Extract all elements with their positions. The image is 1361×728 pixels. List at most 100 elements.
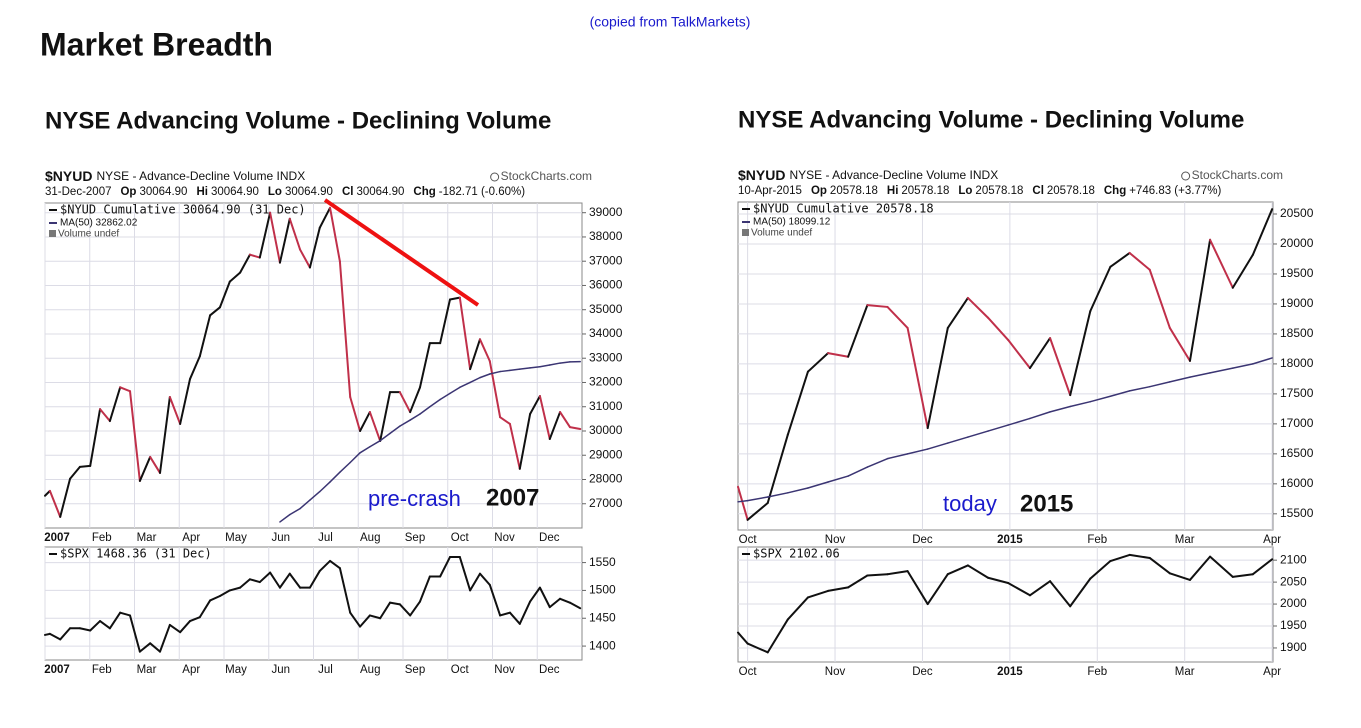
line-segment [89,620,102,632]
x-tick-label: Sep [405,664,425,676]
line-segment [248,578,261,584]
line-segment [359,411,371,432]
line-segment [827,586,850,592]
line-segment [159,623,171,653]
line-segment [269,571,281,589]
line-segment [419,405,431,415]
legend-label: $NYUD Cumulative 20578.18 [753,202,934,216]
line-segment [439,298,451,345]
y-tick-label: 1550 [589,555,616,569]
x-tick-label: Mar [137,532,157,544]
legend-label: Volume undef [751,228,812,239]
line-segment [248,253,261,259]
line-segment [1189,372,1211,378]
x-tick-label: Jun [271,532,290,544]
line-segment [1251,558,1274,576]
line-segment [299,248,311,269]
line-segment [766,618,789,654]
quote-label: Cl [1032,185,1044,197]
line-segment [1231,253,1254,289]
quote-value: 20578.18 [975,185,1023,197]
line-segment [48,489,62,518]
line-segment [209,306,221,317]
line-segment [539,364,551,368]
x-tick-label: Feb [92,532,112,544]
line-segment [1109,553,1131,563]
y-tick-label: 1500 [589,583,616,597]
line-segment [329,559,341,570]
x-tick-label: Oct [739,534,758,546]
line-segment [188,616,201,623]
y-tick-label: 19000 [1280,296,1314,310]
y-tick-label: 16000 [1280,476,1314,490]
line-segment [129,614,141,653]
line-segment [827,352,850,358]
x-tick-label: 2007 [44,664,70,676]
quote-value: 30064.90 [211,186,259,198]
line-segment [138,642,152,653]
x-tick-label: Dec [912,534,933,546]
line-segment [308,226,321,269]
line-segment [1007,581,1031,597]
line-segment [329,206,341,263]
quote-value: 30064.90 [285,186,333,198]
chart-title: NYSE Advancing Volume - Declining Volume [738,106,1244,133]
line-segment [906,570,929,606]
line-segment [368,614,382,620]
line-segment [168,623,182,634]
line-segment [1209,367,1234,374]
line-segment [299,499,311,510]
quote-label: Chg [413,186,435,198]
credit-icon [490,172,500,182]
line-segment [489,370,501,375]
line-segment [258,211,272,259]
x-tick-label: Nov [825,534,846,546]
line-segment [359,614,371,628]
line-segment [469,572,481,592]
page-title: Market Breadth [40,26,273,62]
line-segment [469,376,481,384]
y-tick-label: 39000 [589,205,623,219]
source-note: (copied from TalkMarkets) [590,14,751,30]
line-segment [398,603,412,617]
line-segment [439,392,451,401]
line-segment [349,396,362,432]
annotation: pre-crash [368,486,461,511]
quote-label: Cl [342,186,354,198]
x-tick-label: Mar [137,664,157,676]
line-segment [188,355,201,381]
line-segment [886,570,909,576]
line-segment [269,211,281,264]
line-segment [548,597,562,609]
line-segment [967,430,989,438]
line-segment [737,499,749,503]
legend-label: MA(50) 18099.12 [753,217,831,228]
line-segment [228,586,242,592]
line-segment [1128,553,1151,559]
x-tick-label: Apr [182,664,200,676]
line-segment [149,642,162,653]
line-segment [548,411,562,440]
annotation: 2015 [1020,490,1073,517]
line-segment [289,507,301,516]
y-tick-label: 2100 [1280,552,1307,566]
symbol: $NYUD [738,167,785,183]
x-tick-label: 2007 [44,532,70,544]
y-tick-label: 31000 [589,399,623,413]
line-segment [179,378,191,425]
legend-swatch [49,230,56,237]
y-tick-label: 35000 [589,302,623,316]
y-tick-label: 37000 [589,253,623,267]
line-segment [1148,381,1171,388]
quote-line: 10-Apr-2015 Op 20578.18 Hi 20578.18 Lo 20578.1… [738,185,1221,197]
line-segment [1029,411,1051,420]
line-segment [1028,337,1052,370]
line-segment [59,627,72,641]
line-segment [568,426,582,431]
line-segment [469,338,481,371]
y-tick-label: 19500 [1280,266,1314,280]
legend-swatch [742,229,749,236]
line-segment [807,481,829,489]
line-segment [518,600,532,625]
legend-label: $SPX 1468.36 (31 Dec) [60,547,212,561]
